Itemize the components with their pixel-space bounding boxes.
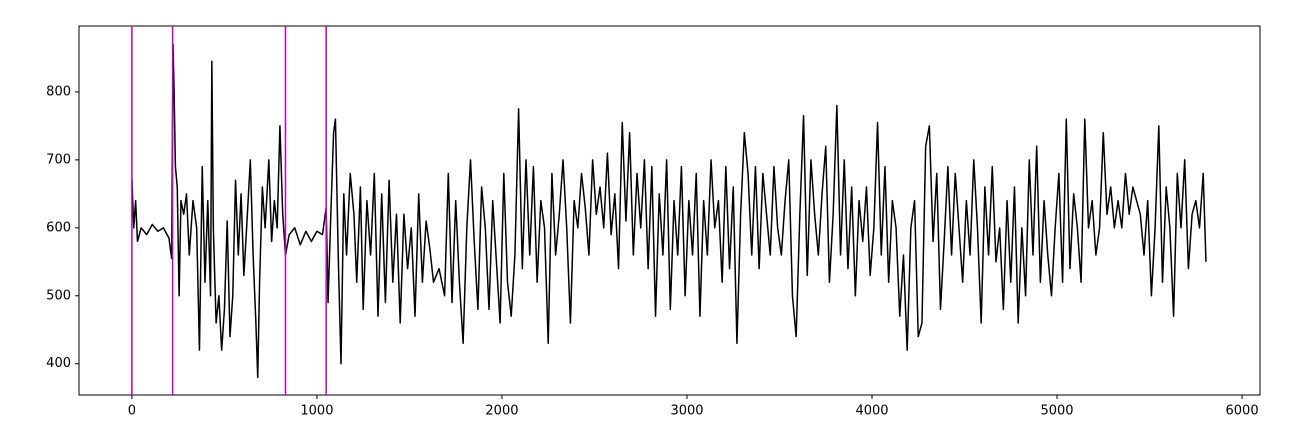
x-tick-label: 1000	[300, 404, 333, 419]
y-tick-label: 600	[46, 220, 71, 235]
x-tick-label: 4000	[855, 404, 888, 419]
y-tick-label: 800	[46, 84, 71, 99]
data-line	[131, 43, 1207, 379]
x-tick-label: 2000	[485, 404, 518, 419]
plot-frame	[78, 25, 1261, 396]
y-tick-label: 700	[46, 152, 71, 167]
x-tick-label: 5000	[1040, 404, 1073, 419]
x-tick-label: 3000	[670, 404, 703, 419]
x-tick-label: 0	[128, 404, 136, 419]
y-tick-label: 400	[46, 356, 71, 371]
y-tick-label: 500	[46, 288, 71, 303]
x-tick-label: 6000	[1226, 404, 1259, 419]
